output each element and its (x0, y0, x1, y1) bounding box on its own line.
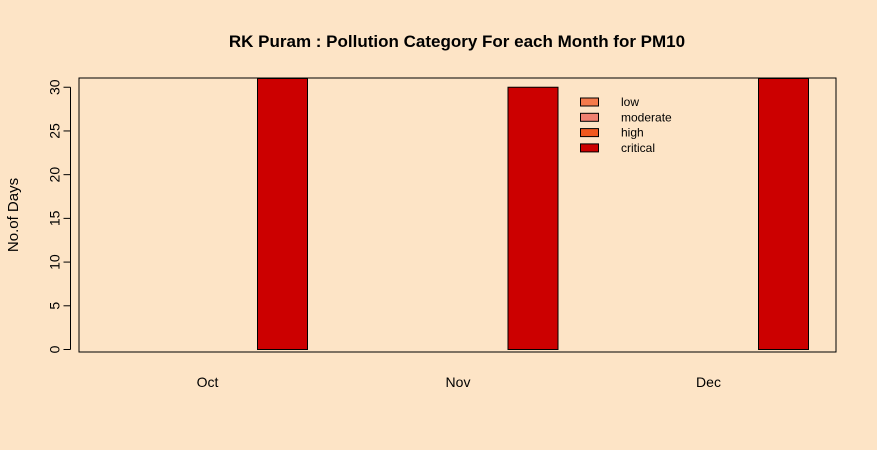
legend-swatch-moderate (580, 112, 599, 122)
legend-label-low: low (621, 95, 639, 109)
chart-title: RK Puram : Pollution Category For each M… (229, 32, 685, 51)
legend-swatch-critical (580, 143, 599, 153)
legend-label-critical: critical (621, 141, 655, 155)
legend-swatch-low (580, 97, 599, 107)
y-tick-label: 30 (46, 79, 62, 95)
x-tick-label: Dec (696, 374, 721, 390)
bar-critical-oct (257, 78, 308, 350)
legend-label-high: high (621, 126, 644, 140)
y-tick-label: 15 (46, 210, 62, 226)
y-axis: 0 5 10 15 20 25 30 (46, 79, 71, 353)
y-tick-label: 20 (46, 167, 62, 183)
x-tick-label: Nov (446, 374, 471, 390)
x-tick-label: Oct (197, 374, 219, 390)
y-tick-label: 5 (46, 302, 62, 310)
y-axis-label: No.of Days (5, 178, 22, 252)
y-tick-label: 0 (46, 345, 62, 353)
y-tick-label: 25 (46, 123, 62, 139)
legend-label-moderate: moderate (621, 110, 672, 124)
bars (257, 78, 809, 350)
x-axis-labels: Oct Nov Dec (197, 374, 721, 390)
bar-critical-dec (758, 78, 809, 350)
y-tick-label: 10 (46, 254, 62, 270)
bar-critical-nov (507, 86, 559, 350)
plot-frame (78, 77, 837, 353)
legend-swatch-high (580, 128, 599, 138)
